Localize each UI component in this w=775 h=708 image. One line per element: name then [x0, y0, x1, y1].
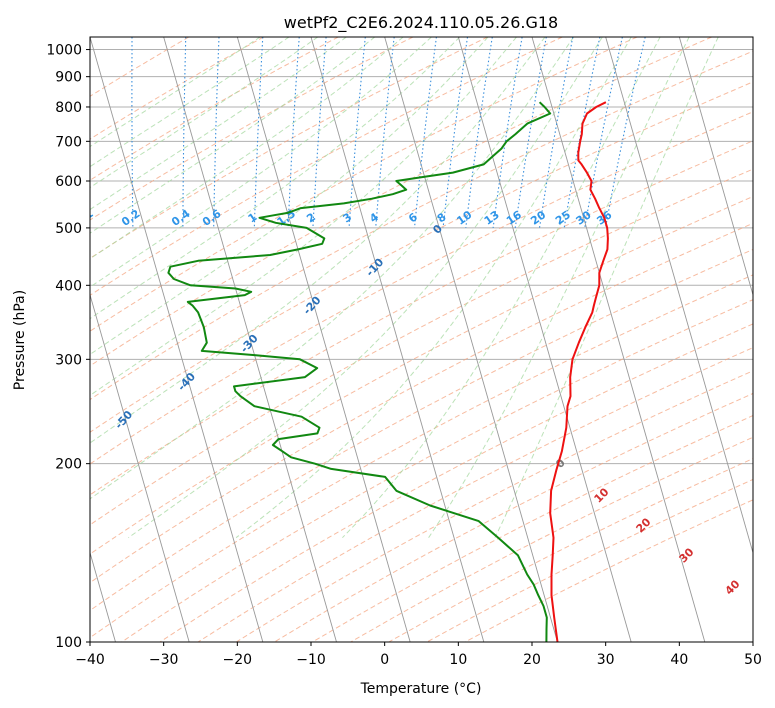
mixing-ratio-line	[584, 37, 623, 228]
y-axis-label: Pressure (hPa)	[12, 290, 28, 390]
y-tick-label: 900	[55, 70, 82, 86]
y-tick-label: 600	[55, 174, 82, 190]
chart-title: wetPf2_C2E6.2024.110.05.26.G18	[284, 13, 558, 33]
y-axis-ticks: 100 200 300 400 500 600 700 800 900 1000	[46, 43, 90, 651]
mixing-ratio-line	[375, 37, 395, 228]
x-tick-label: −40	[75, 652, 105, 668]
x-tick-label: −30	[149, 652, 179, 668]
y-tick-label: 700	[55, 134, 82, 150]
dry-adiabat-line	[90, 274, 753, 639]
x-tick-label: 30	[597, 652, 615, 668]
mixing-ratio-label: 0.1	[72, 207, 95, 229]
dry-adiabat-line	[90, 37, 712, 367]
mixing-ratio-line	[442, 37, 469, 228]
moist-adiabat-line	[90, 37, 404, 260]
isotherm-line	[310, 37, 485, 642]
dry-adiabat-line	[90, 37, 190, 97]
y-tick-label: 500	[55, 221, 82, 237]
moist-adiabat-line	[342, 37, 661, 539]
moist-adiabat-line	[90, 37, 517, 397]
temperature-profile-line	[549, 101, 609, 642]
x-tick-label: 10	[449, 652, 467, 668]
moist-adiabat-line	[90, 37, 376, 234]
x-axis-ticks: −40 −30 −20 −10 0 10 20 30 40 50	[75, 642, 762, 668]
dry-adiabat-line	[90, 37, 414, 221]
x-tick-label: −10	[296, 652, 326, 668]
moist-adiabat-line	[428, 37, 690, 538]
moist-adiabat-line	[90, 37, 461, 320]
mixing-ratio-lines	[131, 37, 646, 229]
dry-adiabat-line	[90, 37, 638, 332]
dry-adiabat-line	[121, 299, 753, 642]
isotherm-line	[90, 37, 264, 642]
x-tick-label: 0	[380, 652, 389, 668]
mixing-ratio-line	[465, 37, 493, 228]
dry-adiabat-line	[90, 37, 488, 259]
moist-adiabat-line	[90, 37, 261, 148]
x-tick-label: −20	[223, 652, 253, 668]
y-tick-label: 200	[55, 457, 82, 473]
dry-adiabat-line	[90, 37, 563, 296]
x-tick-label: 50	[744, 652, 762, 668]
moist-adiabat-line	[494, 37, 719, 538]
y-tick-label: 100	[55, 635, 82, 651]
plot-area: 0.10.20.40.611.52346810131620253036-100-…	[72, 37, 753, 642]
isotherm-line	[90, 293, 190, 642]
moist-adiabat-line	[128, 37, 603, 539]
axes-frame	[89, 36, 754, 643]
mixing-ratio-line	[492, 37, 523, 228]
dewpoint-profile-line	[167, 101, 552, 642]
y-tick-label: 300	[55, 352, 82, 368]
isotherm-line	[531, 37, 706, 642]
x-axis-label: Temperature (°C)	[360, 681, 482, 697]
mixing-ratio-line	[604, 37, 646, 229]
x-tick-label: 20	[523, 652, 541, 668]
y-tick-label: 800	[55, 100, 82, 116]
moist-adiabat-line	[90, 37, 347, 211]
mixing-ratio-line	[563, 37, 601, 228]
dry-adiabat-line	[90, 222, 753, 584]
moist-adiabat-line	[90, 37, 575, 500]
isotherm-line	[605, 37, 753, 555]
mixing-ratio-line	[348, 37, 366, 228]
isotherm-line	[457, 37, 632, 642]
y-tick-label: 400	[55, 278, 82, 294]
dry-adiabat-line	[90, 248, 753, 612]
isotherm-line	[384, 37, 558, 642]
isotherm-line	[236, 37, 411, 642]
isotherm-line	[678, 37, 753, 297]
moist-adiabat-line	[90, 37, 432, 288]
isotherm-grid	[90, 37, 753, 642]
moist-adiabats	[90, 37, 719, 539]
x-tick-label: 40	[670, 652, 688, 668]
y-tick-label: 1000	[46, 43, 82, 59]
sounding-profiles	[167, 101, 609, 642]
dry-adiabat-line	[90, 37, 339, 181]
dry-adiabat-line	[90, 50, 753, 401]
moist-adiabat-line	[90, 37, 489, 356]
isotherm-line	[163, 37, 337, 642]
dry-adiabat-line	[159, 323, 753, 642]
mixing-ratio-line	[413, 37, 437, 228]
